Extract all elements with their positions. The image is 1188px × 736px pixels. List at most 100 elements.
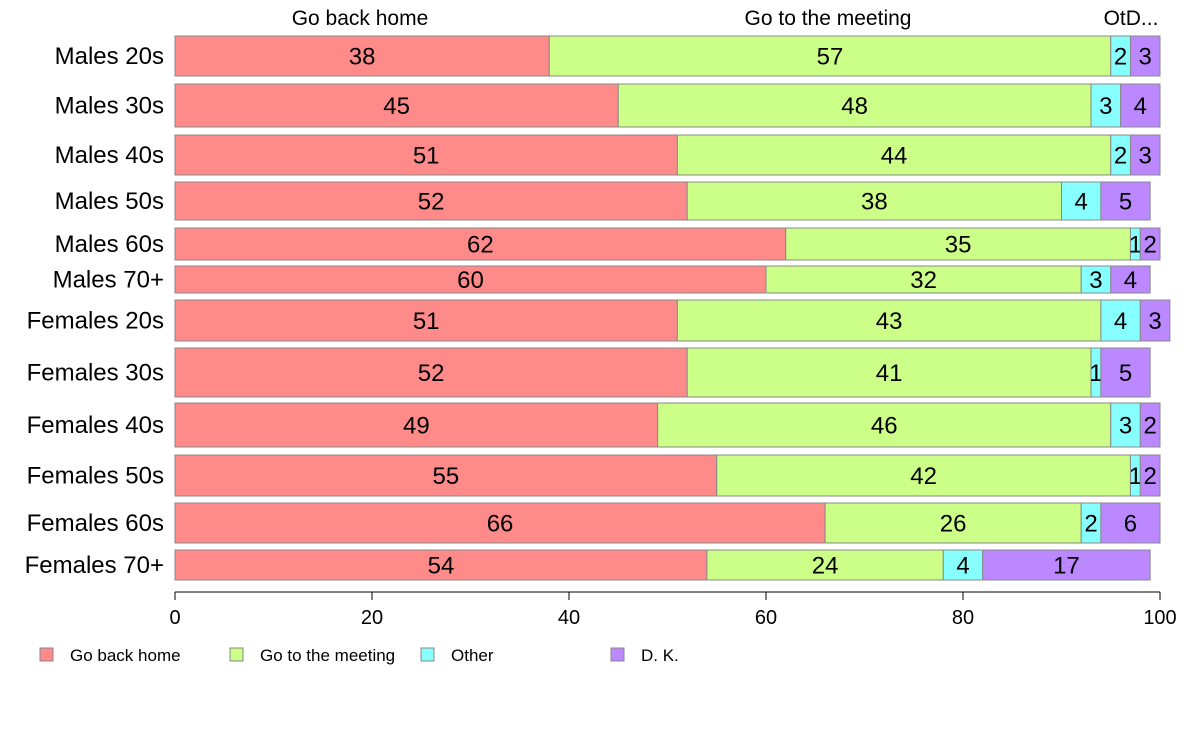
data-label: 43 bbox=[876, 308, 903, 335]
bar-segment bbox=[1061, 181, 1102, 221]
category-label: Females 30s bbox=[27, 360, 164, 387]
column-header: Go to the meeting bbox=[745, 7, 912, 30]
x-tick-label: 60 bbox=[755, 607, 777, 629]
data-label: 55 bbox=[433, 463, 460, 490]
data-label: 48 bbox=[841, 93, 868, 120]
data-label: 3 bbox=[1119, 413, 1132, 440]
bar-segment bbox=[174, 402, 659, 448]
bar-segment bbox=[1100, 347, 1151, 398]
x-tick-label: 40 bbox=[558, 607, 580, 629]
data-label: 46 bbox=[871, 413, 898, 440]
x-tick-label: 0 bbox=[169, 607, 180, 629]
data-label: 3 bbox=[1139, 143, 1152, 170]
bar-segment bbox=[1120, 83, 1161, 128]
data-label: 51 bbox=[413, 143, 440, 170]
bar-segment bbox=[982, 549, 1151, 581]
bar-segment bbox=[1110, 402, 1141, 448]
data-label: 4 bbox=[1114, 308, 1127, 335]
data-label: 1 bbox=[1129, 463, 1142, 490]
data-label: 45 bbox=[383, 93, 410, 120]
data-label: 2 bbox=[1114, 44, 1127, 71]
category-label: Males 60s bbox=[55, 231, 164, 258]
bar-segment bbox=[686, 181, 1062, 221]
data-label: 3 bbox=[1089, 267, 1102, 294]
legend-label: Other bbox=[451, 646, 494, 665]
data-label: 52 bbox=[418, 360, 445, 387]
bar-segment bbox=[1110, 265, 1151, 294]
data-label: 66 bbox=[487, 511, 514, 538]
legend: Go back home Go to the meeting Other D. K. bbox=[39, 646, 679, 665]
bar-segment bbox=[1139, 227, 1161, 261]
bar-segment bbox=[174, 181, 688, 221]
legend-label: Go back home bbox=[70, 646, 181, 665]
data-label: 5 bbox=[1119, 360, 1132, 387]
bar-segment bbox=[824, 502, 1082, 544]
data-label: 44 bbox=[881, 143, 908, 170]
bar-segment bbox=[942, 549, 984, 581]
data-label: 26 bbox=[940, 511, 967, 538]
legend-swatch bbox=[39, 647, 54, 662]
data-label: 1 bbox=[1129, 232, 1142, 259]
legend-swatch bbox=[420, 647, 435, 662]
data-label: 3 bbox=[1139, 44, 1152, 71]
bar-segment bbox=[1139, 402, 1161, 448]
column-header: Go back home bbox=[292, 7, 429, 30]
data-label: 17 bbox=[1053, 553, 1080, 580]
bar-segment bbox=[676, 299, 1102, 342]
category-label: Males 30s bbox=[55, 93, 164, 120]
data-label: 2 bbox=[1143, 413, 1156, 440]
category-label: Females 60s bbox=[27, 510, 164, 537]
category-label: Males 70+ bbox=[53, 267, 164, 294]
data-label: 4 bbox=[1134, 93, 1147, 120]
category-label: Females 40s bbox=[27, 412, 164, 439]
bar-segment bbox=[686, 347, 1092, 398]
category-label: Males 20s bbox=[55, 43, 164, 70]
x-axis: 0 20 40 60 80 100 bbox=[169, 591, 1177, 629]
bar-segment bbox=[617, 83, 1092, 128]
legend-swatch bbox=[229, 647, 244, 662]
data-label: 32 bbox=[910, 267, 937, 294]
bar-segment bbox=[676, 134, 1112, 176]
category-label: Females 50s bbox=[27, 463, 164, 490]
category-label: Males 50s bbox=[55, 188, 164, 215]
bar-segment bbox=[548, 35, 1112, 77]
x-tick-label: 80 bbox=[952, 607, 974, 629]
bar-segment bbox=[1100, 299, 1141, 342]
data-label: 62 bbox=[467, 232, 494, 259]
x-tick-label: 100 bbox=[1143, 607, 1176, 629]
data-label: 52 bbox=[418, 189, 445, 216]
data-label: 4 bbox=[1124, 267, 1137, 294]
bar-segment bbox=[174, 134, 678, 176]
bar-segment bbox=[1080, 265, 1112, 294]
data-label: 1 bbox=[1089, 360, 1102, 387]
bar-segment bbox=[174, 299, 678, 342]
bar-segment bbox=[1090, 83, 1122, 128]
bar-segment bbox=[1100, 502, 1161, 544]
legend-label: Go to the meeting bbox=[260, 646, 395, 665]
legend-swatch bbox=[610, 647, 625, 662]
data-label: 24 bbox=[812, 553, 839, 580]
data-label: 51 bbox=[413, 308, 440, 335]
data-label: 35 bbox=[945, 232, 972, 259]
x-tick-label: 20 bbox=[361, 607, 383, 629]
category-label: Males 40s bbox=[55, 142, 164, 169]
bar-segment bbox=[174, 35, 550, 77]
bar-segment bbox=[174, 347, 688, 398]
data-label: 2 bbox=[1143, 232, 1156, 259]
bar-segment bbox=[657, 402, 1112, 448]
column-header: OtD... bbox=[1104, 7, 1159, 30]
bar-segment bbox=[174, 549, 708, 581]
column-headers: Go back home Go to the meeting OtD... bbox=[292, 7, 1159, 30]
bar-segment bbox=[1139, 454, 1161, 497]
bar-segment bbox=[1129, 35, 1161, 77]
data-label: 6 bbox=[1124, 511, 1137, 538]
data-label: 38 bbox=[349, 44, 376, 71]
data-label: 57 bbox=[817, 44, 844, 71]
data-label: 4 bbox=[956, 553, 969, 580]
data-label: 42 bbox=[910, 463, 937, 490]
data-label: 38 bbox=[861, 189, 888, 216]
category-label: Females 20s bbox=[27, 308, 164, 335]
data-label: 60 bbox=[457, 267, 484, 294]
bar-segment bbox=[1139, 299, 1171, 342]
